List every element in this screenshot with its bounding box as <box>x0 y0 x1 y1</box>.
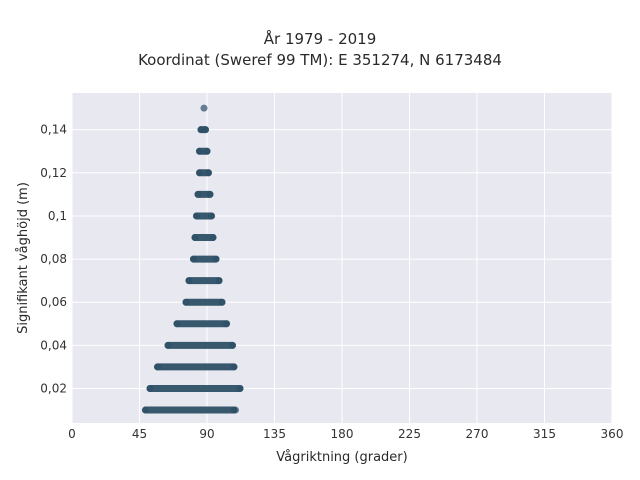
x-tick-label: 180 <box>331 427 354 441</box>
y-tick-label: 0,08 <box>40 252 67 266</box>
chart-title-line-2: Koordinat (Sweref 99 TM): E 351274, N 61… <box>138 51 502 69</box>
x-tick-label: 0 <box>68 427 76 441</box>
data-point <box>232 406 239 414</box>
chart-title-line-1: År 1979 - 2019 <box>263 30 377 48</box>
x-axis-label: Vågriktning (grader) <box>276 450 407 465</box>
x-tick-label: 135 <box>263 427 286 441</box>
x-tick-label: 225 <box>398 427 421 441</box>
y-tick-label: 0,1 <box>48 209 67 223</box>
x-tick-label: 90 <box>199 427 214 441</box>
y-tick-label: 0,04 <box>40 338 67 352</box>
data-point <box>185 277 193 285</box>
data-point <box>164 341 172 349</box>
data-point <box>209 234 217 242</box>
data-point <box>206 190 214 198</box>
data-marks <box>142 104 244 414</box>
data-point <box>194 190 202 198</box>
x-tick-label: 315 <box>533 427 556 441</box>
data-point <box>200 104 208 112</box>
data-point-band <box>142 406 238 414</box>
y-tick-label: 0,14 <box>40 123 67 137</box>
y-tick-label: 0,06 <box>40 295 67 309</box>
data-point-band <box>146 384 244 392</box>
data-point <box>193 212 200 220</box>
data-point <box>191 234 199 242</box>
data-point <box>208 212 215 220</box>
data-point-band <box>190 255 220 263</box>
x-axis-ticks: 0 45 90 135 180 225 270 315 360 <box>68 427 623 441</box>
y-tick-label: 0,02 <box>40 381 67 395</box>
y-tick-label: 0,12 <box>40 166 67 180</box>
data-point <box>229 341 236 349</box>
x-tick-label: 360 <box>601 427 624 441</box>
data-point-band <box>185 277 223 285</box>
data-point <box>215 277 223 285</box>
data-point <box>173 320 181 328</box>
data-point <box>142 406 149 414</box>
data-point <box>190 255 197 263</box>
data-point <box>203 147 211 155</box>
grid-lines <box>71 93 613 423</box>
data-point <box>182 298 190 306</box>
data-point <box>212 255 220 263</box>
data-point-band <box>182 298 226 306</box>
data-point <box>146 384 154 392</box>
x-tick-label: 270 <box>466 427 489 441</box>
y-axis-label: Signifikant våghöjd (m) <box>16 182 31 334</box>
data-point-band <box>173 320 230 328</box>
data-point <box>218 298 226 306</box>
x-tick-label: 45 <box>132 427 147 441</box>
y-axis-ticks: 0,02 0,04 0,06 0,08 0,1 0,12 0,14 <box>40 123 67 396</box>
data-point <box>202 126 209 134</box>
data-point-band <box>154 363 238 371</box>
data-point <box>236 384 244 392</box>
data-point <box>154 363 161 371</box>
data-point <box>223 320 230 328</box>
data-point <box>205 169 212 177</box>
data-point <box>196 147 203 155</box>
data-point <box>230 363 238 371</box>
data-point <box>196 169 203 177</box>
data-point-band <box>164 341 236 349</box>
